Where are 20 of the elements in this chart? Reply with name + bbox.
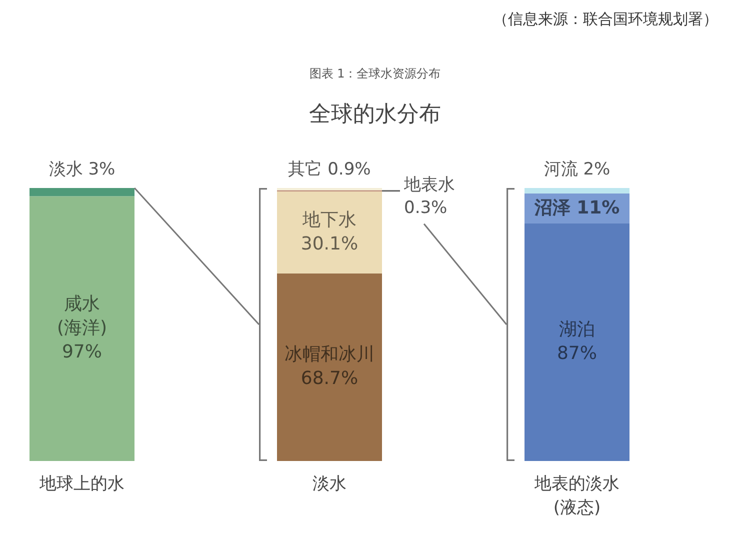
data-label: 97% <box>62 342 102 363</box>
text: 沼泽 11% <box>534 197 620 218</box>
series-label: 地下水 <box>302 209 356 230</box>
text: （信息来源：联合国环境规划署） <box>493 10 718 28</box>
series-label: 咸水 (海洋) <box>56 294 108 339</box>
x-tick-label: 淡水 <box>312 474 346 494</box>
x-tick-label: 地表的淡水 (液态) <box>534 474 620 518</box>
data-label: 87% <box>556 343 598 364</box>
chart-title: 全球的水分布 <box>309 102 441 128</box>
text: 其它 0.9% <box>288 160 371 180</box>
data-label: 0.3% <box>404 198 448 218</box>
data-label: 68.7% <box>300 368 358 390</box>
x-tick-label: 地球上的水 <box>38 474 124 494</box>
text: 淡水 3% <box>48 160 116 180</box>
data-label: 30.1% <box>300 233 358 254</box>
text: 图表 1：全球水资源分布 <box>309 66 441 80</box>
series-label: 湖泊 <box>559 319 595 340</box>
series-label: 冰帽和冰川 <box>284 344 374 366</box>
text: 河流 2% <box>544 160 610 180</box>
series-label: 地表水 <box>403 174 455 195</box>
